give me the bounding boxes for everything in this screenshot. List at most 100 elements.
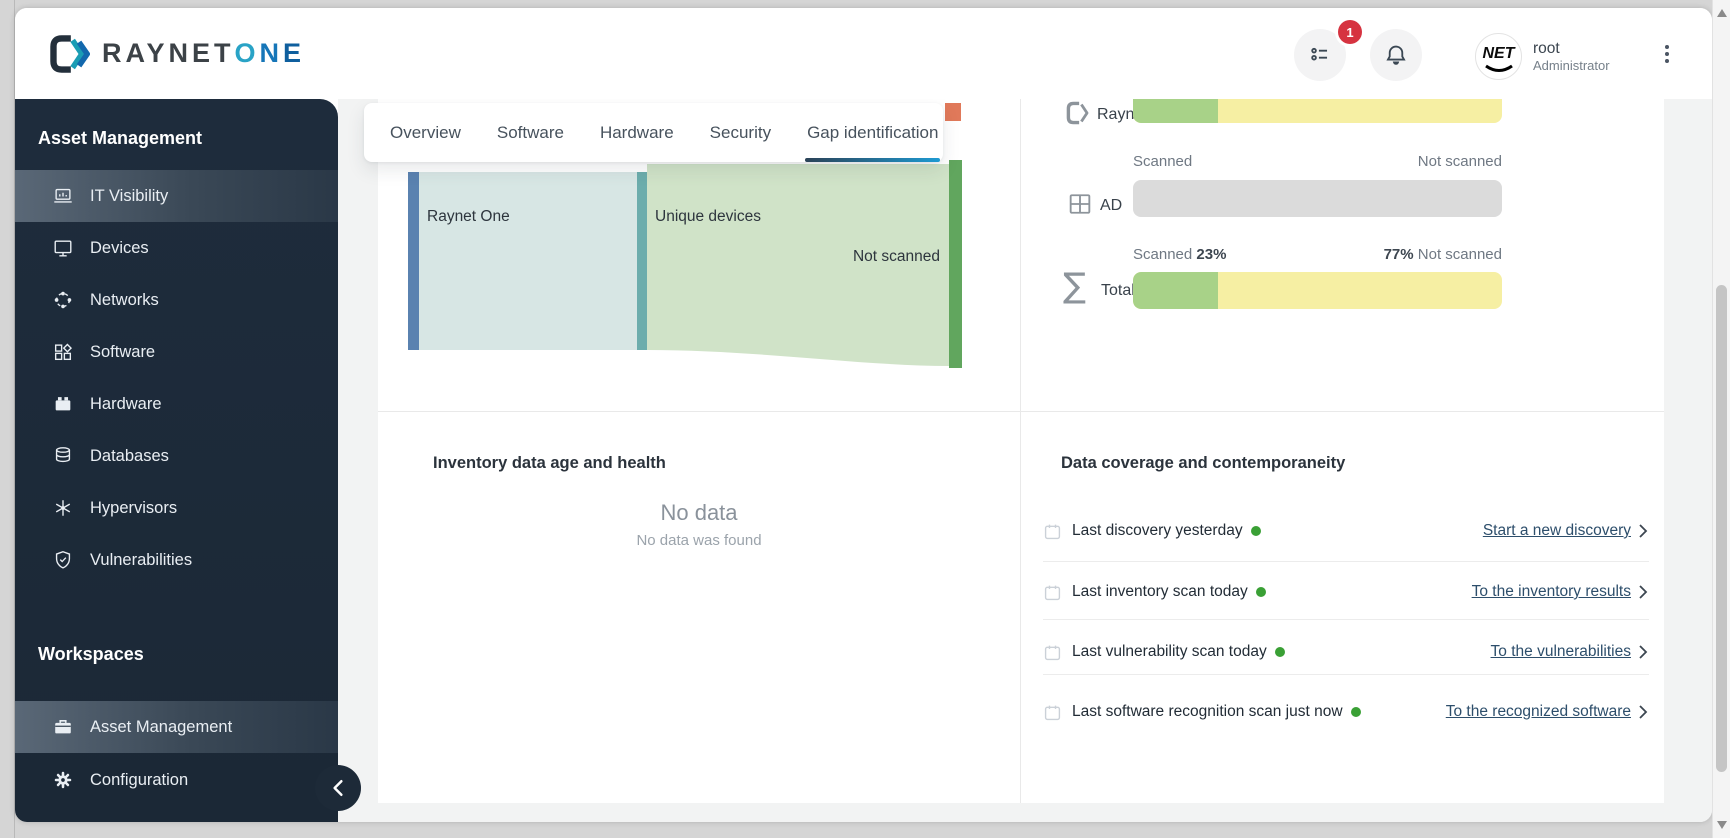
- sidebar-item-label: Networks: [90, 290, 159, 309]
- sidebar-item-label: Configuration: [90, 770, 189, 789]
- task-list-button[interactable]: [1294, 29, 1346, 81]
- ad-bar-captions: Scanned Not scanned: [1133, 153, 1502, 170]
- kebab-icon: [1665, 45, 1669, 49]
- avatar-logo-swoosh: [1485, 64, 1513, 72]
- hardware-icon: [55, 397, 71, 411]
- chevron-right-icon: [1639, 524, 1648, 538]
- sankey-unique-devices-bar: [637, 172, 647, 350]
- tab-gap-identification[interactable]: Gap identification: [805, 103, 941, 162]
- sidebar-item-configuration[interactable]: Configuration: [15, 754, 338, 806]
- empty-state-title: No data: [660, 500, 738, 525]
- sankey-source-bar: [408, 172, 419, 350]
- calendar-icon: [1044, 524, 1061, 539]
- ad-scanned-caption: Scanned: [1133, 153, 1193, 170]
- it-visibility-icon: [54, 188, 72, 203]
- sidebar-item-software[interactable]: Software: [15, 326, 338, 378]
- tab-software[interactable]: Software: [496, 122, 564, 142]
- sankey-label-middle: Unique devices: [655, 208, 761, 225]
- scrollbar-thumb[interactable]: [1716, 285, 1727, 772]
- sidebar-item-devices[interactable]: Devices: [15, 222, 338, 274]
- database-icon: [55, 447, 71, 463]
- coverage-row-discovery: Last discovery yesterday Start a new dis…: [1043, 517, 1649, 545]
- chevron-right-icon: [1639, 705, 1648, 719]
- coverage-row-label: Last vulnerability scan today: [1072, 643, 1267, 660]
- calendar-icon: [1044, 645, 1061, 660]
- notifications-button[interactable]: [1370, 29, 1422, 81]
- status-dot-green: [1250, 526, 1261, 536]
- top-header: RAYNETONE 1 NET: [15, 8, 1712, 99]
- app-window: RAYNETONE 1 NET: [15, 8, 1712, 822]
- gear-icon: [54, 771, 72, 789]
- total-bar-captions: Scanned 23% 77% Not scanned: [1133, 246, 1502, 263]
- sankey-label-flow: Not scanned: [852, 248, 940, 265]
- inventory-results-link[interactable]: To the inventory results: [1471, 583, 1631, 600]
- sankey-label-source: Raynet One: [427, 208, 510, 225]
- total-scan-bar: [1133, 272, 1502, 309]
- total-row-label: Total: [1101, 282, 1135, 299]
- empty-state-message: No data was found: [636, 532, 762, 549]
- notification-count-badge: 1: [1338, 20, 1362, 44]
- recognized-software-link[interactable]: To the recognized software: [1445, 703, 1631, 720]
- user-info: root Administrator: [1533, 39, 1610, 75]
- sidebar-item-it-visibility[interactable]: IT Visibility: [15, 170, 338, 222]
- horizontal-divider: [378, 411, 1664, 412]
- software-icon: [54, 343, 73, 361]
- brand-name: RAYNETONE: [102, 38, 306, 68]
- sidebar-item-hypervisors[interactable]: Hypervisors: [15, 482, 338, 534]
- sidebar-item-label: Asset Management: [90, 717, 233, 736]
- tab-overview[interactable]: Overview: [390, 122, 461, 142]
- vertical-divider: [1020, 99, 1021, 803]
- start-discovery-link[interactable]: Start a new discovery: [1482, 522, 1631, 539]
- avatar[interactable]: NET: [1475, 33, 1522, 80]
- total-scanned-fill: [1133, 272, 1218, 309]
- coverage-row-software-recognition: Last software recognition scan just now …: [1043, 698, 1649, 726]
- status-dot-green: [1274, 647, 1285, 657]
- sidebar-item-label: Software: [90, 342, 156, 361]
- sidebar-collapse-button[interactable]: [315, 765, 361, 811]
- task-list-icon: [1311, 47, 1328, 61]
- sankey-missing-bar: [945, 103, 961, 121]
- sidebar-item-databases[interactable]: Databases: [15, 430, 338, 482]
- page-scrollbar[interactable]: [1712, 0, 1730, 838]
- sankey-raynet-flow: [419, 172, 637, 350]
- list-divider: [1043, 674, 1649, 675]
- header-overflow-menu-button[interactable]: [1653, 40, 1681, 68]
- detail-tabs: Overview Software Hardware Security Gap …: [364, 103, 943, 162]
- coverage-row-inventory-scan: Last inventory scan today To the invento…: [1043, 578, 1649, 606]
- user-role: Administrator: [1533, 58, 1610, 74]
- sidebar-item-label: IT Visibility: [90, 186, 169, 205]
- tab-security[interactable]: Security: [709, 122, 772, 142]
- status-dot-green: [1255, 587, 1266, 597]
- hypervisor-icon: [55, 500, 71, 516]
- list-divider: [1043, 619, 1649, 620]
- raynetone-logo-icon: [50, 34, 90, 73]
- sidebar-section-asset-management: Asset Management: [38, 128, 203, 148]
- sidebar-item-networks[interactable]: Networks: [15, 274, 338, 326]
- calendar-icon: [1044, 705, 1061, 720]
- sidebar-item-label: Vulnerabilities: [90, 550, 193, 569]
- sidebar-section-workspaces: Workspaces: [38, 644, 144, 664]
- sidebar-item-hardware[interactable]: Hardware: [15, 378, 338, 430]
- scrollbar-up-arrow[interactable]: [1717, 9, 1727, 17]
- sidebar-item-label: Databases: [90, 446, 169, 465]
- sankey-not-scanned-flow: [647, 164, 949, 375]
- sidebar-item-asset-management[interactable]: Asset Management: [15, 701, 338, 753]
- inventory-panel-title: Inventory data age and health: [433, 454, 666, 472]
- sidebar-item-vulnerabilities[interactable]: Vulnerabilities: [15, 534, 338, 586]
- vulnerabilities-link[interactable]: To the vulnerabilities: [1490, 643, 1631, 660]
- scrollbar-down-arrow[interactable]: [1717, 821, 1727, 829]
- coverage-row-label: Last inventory scan today: [1072, 583, 1248, 600]
- raynetone-logo: RAYNETONE: [48, 8, 305, 99]
- raynet-source-icon: [1066, 101, 1089, 125]
- sankey-not-scanned-bar: [949, 160, 962, 368]
- avatar-logo-text: NET: [1482, 44, 1515, 62]
- ad-scan-bar: [1133, 180, 1502, 217]
- chevron-right-icon: [1639, 585, 1648, 599]
- total-scanned-caption: Scanned 23%: [1133, 246, 1227, 263]
- ad-window-icon: [1069, 194, 1091, 214]
- list-divider: [1043, 561, 1649, 562]
- browser-left-edge: [0, 0, 15, 838]
- tab-hardware[interactable]: Hardware: [599, 122, 674, 142]
- briefcase-icon: [55, 720, 71, 734]
